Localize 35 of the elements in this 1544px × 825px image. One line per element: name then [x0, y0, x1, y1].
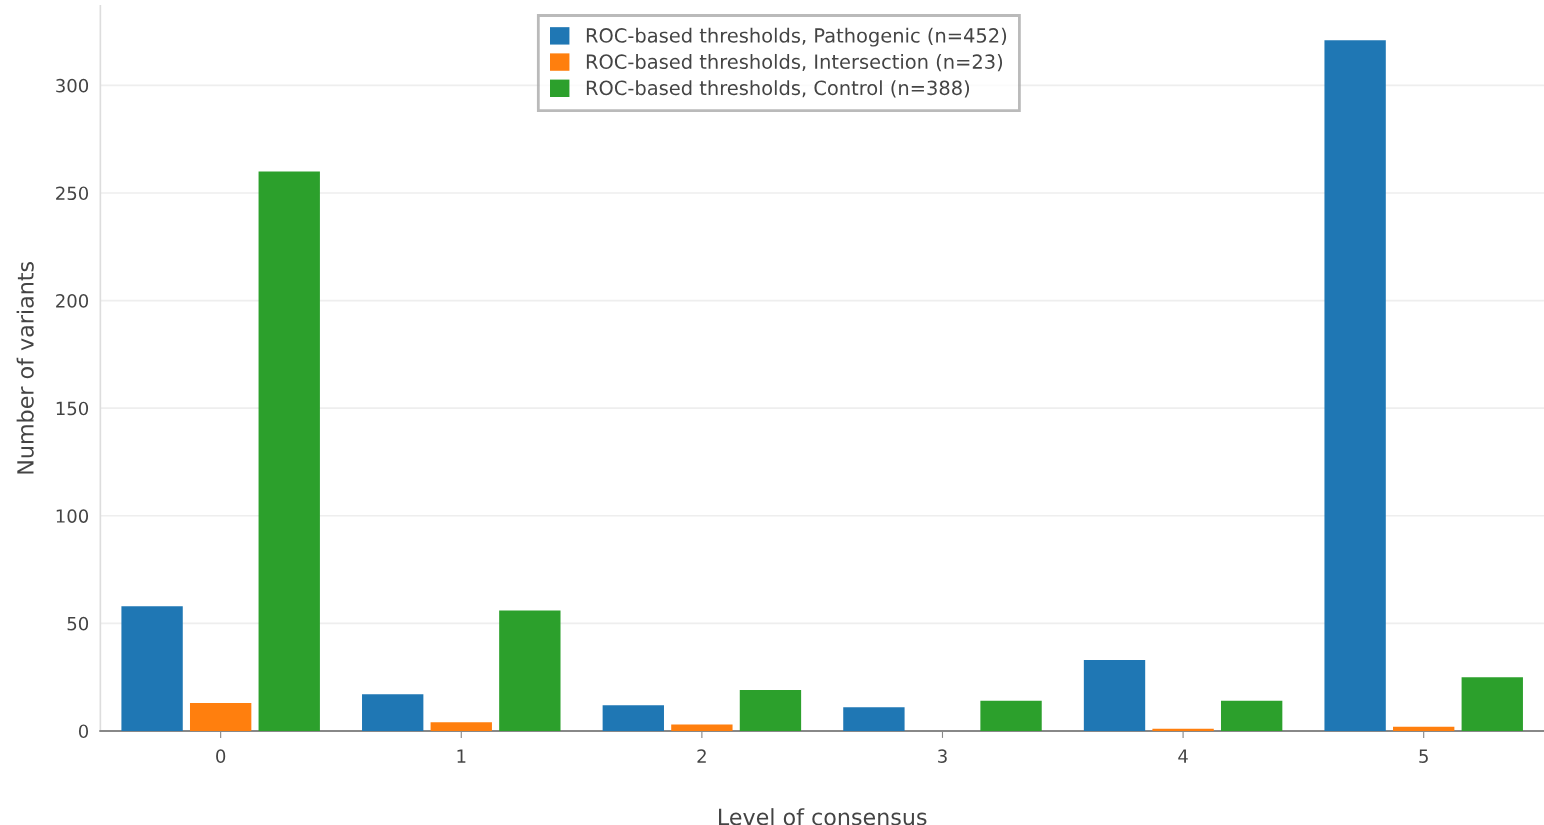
bar: [602, 705, 664, 731]
y-tick-label: 50: [67, 616, 89, 631]
bar: [739, 690, 802, 731]
y-tick-label: 200: [56, 294, 89, 308]
bar: [1324, 40, 1386, 731]
bar: [189, 702, 252, 731]
bar: [1083, 659, 1146, 731]
y-tick-label: 100: [56, 509, 89, 523]
bar: [1152, 728, 1214, 731]
y-axis-title: Number of variants: [16, 262, 34, 474]
bar: [430, 722, 492, 731]
bar: [258, 171, 320, 731]
legend-label: ROC-based thresholds, Intersection (n=23): [586, 53, 1003, 72]
legend-label: ROC-based thresholds, Control (n=388): [586, 80, 970, 98]
x-tick-label: 1: [457, 749, 466, 763]
x-tick-label: 3: [938, 749, 947, 763]
legend-label: ROC-based thresholds, Pathogenic (n=452): [586, 27, 1007, 47]
x-tick-label: 4: [1178, 749, 1188, 763]
y-tick-label: 0: [78, 724, 89, 739]
y-tick-label: 250: [56, 186, 89, 201]
x-tick-label: 0: [216, 749, 226, 763]
bar: [1461, 677, 1523, 731]
y-tick-label: 150: [56, 401, 89, 416]
bar: [843, 707, 905, 731]
bar: [499, 610, 561, 731]
x-axis-title: Level of consensus: [719, 808, 927, 825]
bar: [362, 694, 424, 731]
bar: [121, 606, 183, 731]
y-tick-label: 300: [56, 78, 89, 93]
bar: [1220, 700, 1283, 731]
x-tick-label: 2: [697, 749, 706, 763]
bar: [671, 724, 733, 731]
bar: [1393, 726, 1455, 731]
x-tick-label: 5: [1419, 749, 1428, 763]
bar: [980, 700, 1042, 731]
